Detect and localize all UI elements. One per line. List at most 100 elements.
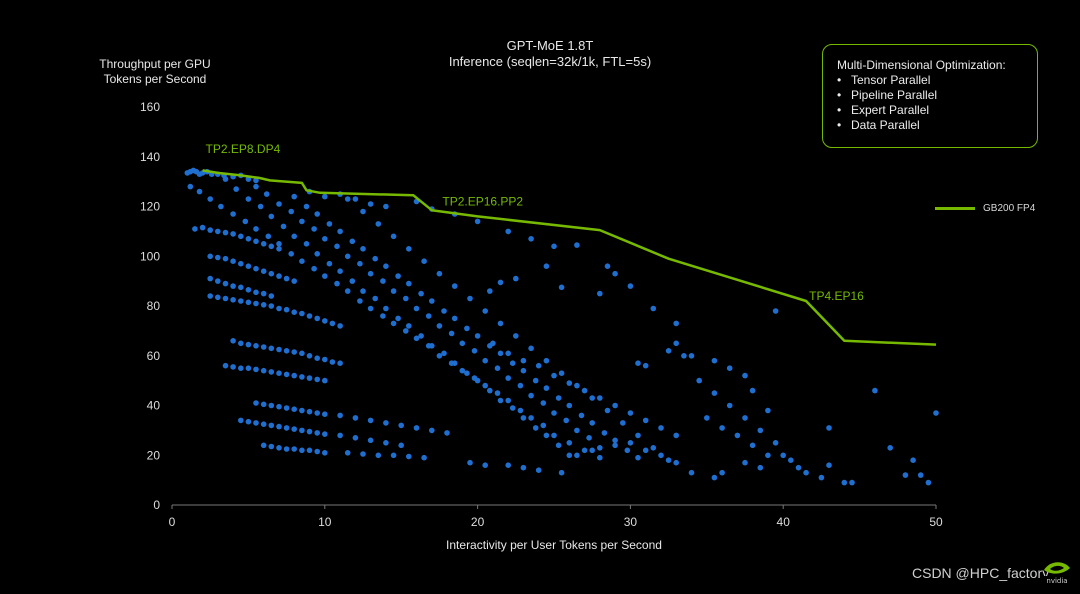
scatter-point xyxy=(299,310,305,317)
scatter-point xyxy=(306,408,313,415)
scatter-point xyxy=(245,418,252,425)
scatter-point xyxy=(765,407,771,414)
scatter-point xyxy=(352,196,359,202)
scatter-point xyxy=(540,400,547,406)
scatter-point xyxy=(367,305,374,312)
scatter-point xyxy=(334,243,340,250)
scatter-point xyxy=(772,308,779,314)
scatter-point xyxy=(311,265,317,272)
scatter-point xyxy=(268,443,275,450)
scatter-point xyxy=(742,415,748,421)
scatter-point xyxy=(215,278,221,284)
scatter-point xyxy=(222,362,229,369)
scatter-point xyxy=(322,450,328,456)
scatter-point xyxy=(215,254,221,261)
scatter-point xyxy=(566,452,573,459)
scatter-point xyxy=(207,227,213,233)
scatter-point xyxy=(612,442,618,449)
scatter-point xyxy=(380,278,386,284)
config-annotation: TP2.EP16.PP2 xyxy=(442,194,523,208)
scatter-point xyxy=(276,246,282,252)
x-tick-label: 40 xyxy=(777,515,791,529)
scatter-point xyxy=(360,288,366,294)
scatter-point xyxy=(268,345,275,352)
scatter-point xyxy=(283,405,290,411)
scatter-point xyxy=(222,176,229,182)
scatter-point xyxy=(441,308,447,314)
scatter-point xyxy=(291,309,298,316)
watermark: CSDN @HPC_factory xyxy=(912,565,1050,581)
scatter-point xyxy=(436,353,443,359)
scatter-point xyxy=(726,402,733,409)
scatter-point xyxy=(925,479,932,486)
scatter-point xyxy=(406,323,412,329)
scatter-point xyxy=(451,360,458,367)
scatter-point xyxy=(334,280,340,287)
scatter-point xyxy=(238,365,244,372)
scatter-point xyxy=(505,350,512,357)
scatter-point xyxy=(260,241,267,247)
scatter-point xyxy=(635,454,641,461)
scatter-point xyxy=(395,273,401,279)
x-tick-label: 10 xyxy=(318,515,332,529)
scatter-point xyxy=(474,218,481,225)
scatter-point xyxy=(199,224,206,231)
scatter-point xyxy=(581,387,588,394)
scatter-point xyxy=(520,357,527,364)
scatter-point xyxy=(268,213,275,220)
scatter-point xyxy=(494,390,501,396)
scatter-point xyxy=(349,278,356,284)
scatter-point xyxy=(551,410,557,416)
scatter-point xyxy=(849,479,855,486)
scatter-point xyxy=(288,208,295,215)
scatter-point xyxy=(474,333,481,339)
scatter-point xyxy=(757,427,764,434)
scatter-point xyxy=(352,435,359,441)
scatter-point xyxy=(326,260,333,267)
scatter-point xyxy=(322,273,328,279)
scatter-point xyxy=(380,313,386,319)
scatter-point xyxy=(230,283,236,289)
scatter-point xyxy=(245,236,252,242)
scatter-point xyxy=(589,395,595,401)
scatter-point xyxy=(688,469,695,476)
scatter-point xyxy=(245,341,252,348)
scatter-point xyxy=(505,462,512,469)
scatter-point xyxy=(467,295,473,302)
scatter-point xyxy=(263,191,270,197)
scatter-point xyxy=(314,251,321,257)
scatter-point xyxy=(555,442,562,449)
scatter-point xyxy=(566,402,573,409)
scatter-point xyxy=(222,295,229,302)
scatter-point xyxy=(268,402,275,409)
y-tick-label: 120 xyxy=(140,200,160,214)
scatter-point xyxy=(555,395,562,401)
scatter-point xyxy=(337,432,343,439)
scatter-point xyxy=(497,350,504,357)
scatter-point xyxy=(413,425,420,431)
scatter-point xyxy=(780,452,786,459)
scatter-point xyxy=(642,362,649,369)
scatter-point xyxy=(265,233,272,240)
scatter-point xyxy=(260,367,267,374)
scatter-point xyxy=(314,410,321,416)
scatter-point xyxy=(291,349,298,355)
scatter-point xyxy=(245,299,252,306)
scatter-point xyxy=(627,410,634,416)
legend-label: GB200 FP4 xyxy=(983,203,1036,214)
scatter-point xyxy=(650,305,657,312)
scatter-point xyxy=(230,231,236,237)
scatter-point xyxy=(658,425,664,431)
scatter-point xyxy=(283,306,290,313)
scatter-point xyxy=(788,457,794,464)
scatter-point xyxy=(520,367,527,374)
scatter-point xyxy=(383,263,389,270)
scatter-point xyxy=(688,353,695,359)
scatter-point xyxy=(383,305,389,312)
scatter-point xyxy=(429,298,435,304)
nvidia-logo-icon: nvidia xyxy=(1042,562,1072,585)
scatter-point xyxy=(291,426,298,432)
scatter-point xyxy=(276,403,282,410)
scatter-point xyxy=(597,290,603,297)
scatter-point xyxy=(528,236,534,242)
